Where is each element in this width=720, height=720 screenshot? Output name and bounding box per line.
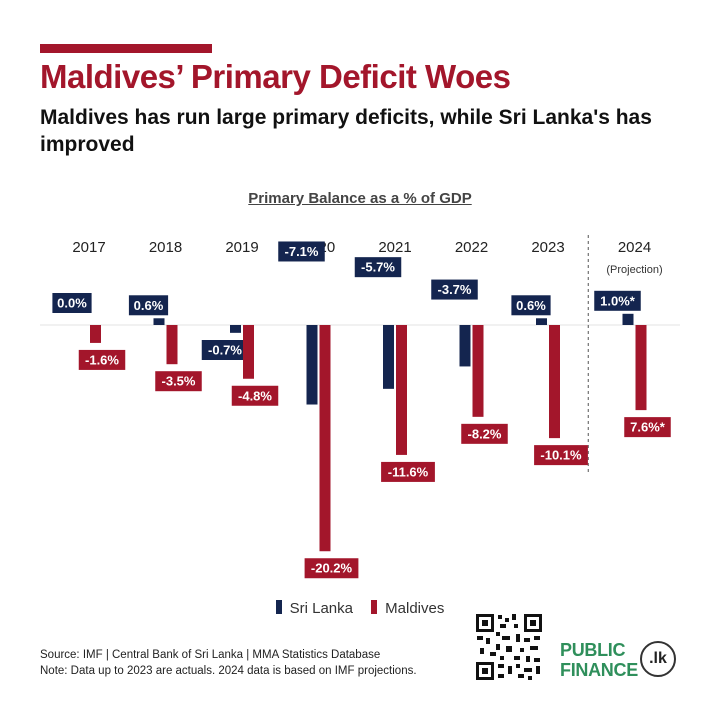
bar-sri-lanka-2022 bbox=[459, 325, 471, 367]
title-accent-bar bbox=[40, 44, 212, 53]
data-label-box-maldives-2017 bbox=[78, 349, 126, 370]
chart-legend: Sri Lanka Maldives bbox=[0, 600, 720, 617]
data-label-maldives-2020: -20.2% bbox=[311, 561, 353, 576]
data-label-box-maldives-2024 bbox=[624, 417, 671, 438]
logo-badge: .lk bbox=[640, 641, 676, 677]
data-label-box-sri-lanka-2021 bbox=[354, 257, 402, 278]
x-tick-2022: 2022 bbox=[455, 239, 488, 256]
source-notes: Source: IMF | Central Bank of Sri Lanka … bbox=[40, 647, 417, 679]
logo-text: PUBLIC FINANCE bbox=[560, 640, 638, 680]
bar-maldives-2017 bbox=[90, 325, 101, 343]
bar-sri-lanka-2024 bbox=[622, 313, 634, 325]
data-label-box-maldives-2018 bbox=[155, 371, 202, 392]
data-label-box-maldives-2019 bbox=[231, 385, 279, 406]
legend-swatch-maldives bbox=[371, 600, 378, 614]
bar-sri-lanka-2019 bbox=[230, 325, 241, 333]
legend-label-maldives: Maldives bbox=[385, 600, 445, 617]
data-label-maldives-2022: -8.2% bbox=[468, 426, 502, 441]
data-label-sri-lanka-2022: -3.7% bbox=[438, 282, 472, 297]
data-label-sri-lanka-2018: 0.6% bbox=[134, 298, 164, 313]
data-label-box-sri-lanka-2017 bbox=[52, 293, 92, 313]
x-tick-2018: 2018 bbox=[149, 239, 182, 256]
note-line: Note: Data up to 2023 are actuals. 2024 … bbox=[40, 665, 417, 677]
data-label-box-sri-lanka-2022 bbox=[431, 279, 478, 300]
data-label-maldives-2023: -10.1% bbox=[540, 448, 582, 463]
data-label-box-maldives-2020 bbox=[304, 558, 359, 579]
data-label-sri-lanka-2024: 1.0%* bbox=[600, 293, 636, 308]
bar-sri-lanka-2020 bbox=[306, 325, 318, 405]
data-label-sri-lanka-2019: -0.7% bbox=[208, 343, 242, 358]
bar-sri-lanka-2023 bbox=[536, 318, 547, 325]
data-label-maldives-2024: 7.6%* bbox=[630, 420, 666, 435]
data-label-sri-lanka-2020: -7.1% bbox=[285, 244, 319, 259]
bar-maldives-2021 bbox=[396, 325, 407, 455]
data-label-box-sri-lanka-2020 bbox=[278, 241, 325, 262]
bar-sri-lanka-2018 bbox=[153, 318, 165, 325]
data-label-sri-lanka-2021: -5.7% bbox=[361, 260, 395, 275]
data-label-maldives-2021: -11.6% bbox=[388, 464, 429, 479]
data-label-sri-lanka-2017: 0.0% bbox=[57, 296, 87, 311]
bar-maldives-2019 bbox=[243, 325, 254, 379]
data-label-box-maldives-2023 bbox=[534, 445, 588, 466]
bar-sri-lanka-2021 bbox=[383, 325, 394, 389]
page-subtitle: Maldives has run large primary deficits,… bbox=[40, 106, 652, 156]
data-label-box-maldives-2021 bbox=[381, 461, 435, 482]
legend-label-sri-lanka: Sri Lanka bbox=[289, 600, 353, 617]
bar-maldives-2024 bbox=[635, 325, 647, 411]
x-tick-2023: 2023 bbox=[531, 239, 564, 256]
data-label-maldives-2018: -3.5% bbox=[162, 374, 196, 389]
qr-code-icon bbox=[474, 612, 544, 682]
page-title: Maldives’ Primary Deficit Woes bbox=[40, 58, 511, 95]
data-label-sri-lanka-2023: 0.6% bbox=[516, 298, 546, 313]
data-label-box-sri-lanka-2018 bbox=[128, 295, 169, 316]
data-label-box-sri-lanka-2023 bbox=[511, 295, 551, 316]
bar-maldives-2020 bbox=[319, 325, 331, 552]
x-tick-2019: 2019 bbox=[225, 239, 258, 256]
chart-title: Primary Balance as a % of GDP bbox=[248, 190, 472, 207]
bar-maldives-2022 bbox=[472, 325, 484, 417]
bar-maldives-2018 bbox=[166, 325, 178, 365]
legend-item-sri-lanka: Sri Lanka bbox=[275, 600, 353, 617]
x-tick-2021: 2021 bbox=[378, 239, 411, 256]
logo-line-public: PUBLIC bbox=[560, 640, 626, 660]
logo-line-finance: FINANCE bbox=[560, 660, 638, 680]
data-label-maldives-2017: -1.6% bbox=[85, 352, 119, 367]
legend-swatch-sri-lanka bbox=[275, 600, 282, 614]
source-line: Source: IMF | Central Bank of Sri Lanka … bbox=[40, 649, 381, 661]
data-label-box-maldives-2022 bbox=[461, 423, 508, 444]
data-label-maldives-2019: -4.8% bbox=[238, 388, 272, 403]
public-finance-logo: PUBLIC FINANCE .lk bbox=[560, 636, 685, 686]
x-tick-2017: 2017 bbox=[72, 239, 105, 256]
x-tick-note-2024: (Projection) bbox=[606, 264, 662, 276]
legend-item-maldives: Maldives bbox=[371, 600, 444, 617]
x-tick-2024: 2024 bbox=[618, 239, 651, 256]
primary-balance-chart: 2017 0.0% -1.6% 2018 0.6% -3.5% 2019 -0.7% -4.8%… bbox=[40, 235, 680, 579]
data-label-box-sri-lanka-2024 bbox=[594, 290, 641, 311]
data-label-box-sri-lanka-2019 bbox=[201, 340, 249, 360]
bar-maldives-2023 bbox=[549, 325, 560, 439]
